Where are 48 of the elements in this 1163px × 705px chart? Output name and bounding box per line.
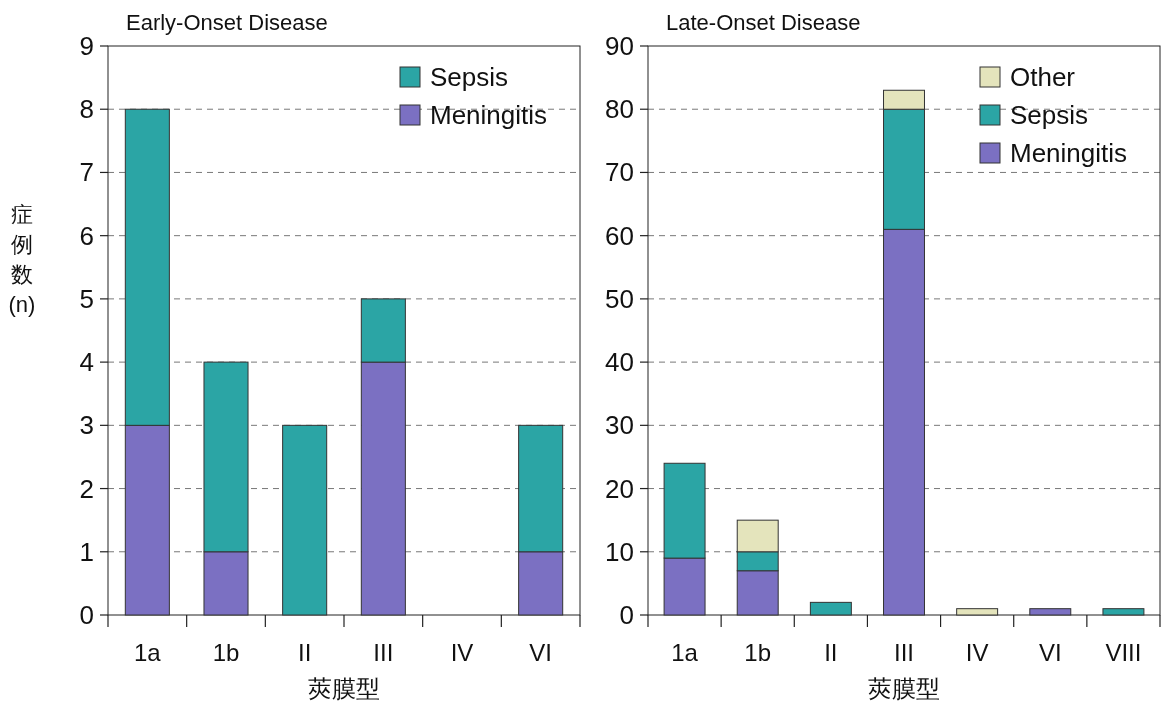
y-tick-label: 40: [605, 347, 634, 378]
y-tick-label: 1: [79, 536, 94, 567]
legend-label: Other: [1010, 62, 1076, 92]
y-tick-label: 0: [619, 600, 634, 630]
x-tick-label: II: [297, 639, 312, 666]
x-tick-label: IV: [965, 639, 989, 666]
y-tick-label: 6: [79, 220, 94, 251]
legend-label: Meningitis: [1010, 138, 1128, 168]
y-tick-label: 9: [79, 31, 94, 61]
legend-label: Meningitis: [430, 100, 548, 130]
y-tick-label: 70: [605, 157, 634, 188]
y-axis-title: 症例数(n): [8, 202, 36, 317]
x-tick-label: II: [824, 639, 838, 666]
y-tick-label: 20: [605, 473, 634, 504]
y-tick-label: 30: [605, 410, 634, 441]
chart-title: Late-Onset Disease: [666, 10, 861, 35]
x-tick-label: VIII: [1105, 639, 1142, 666]
y-tick-label: 5: [79, 283, 94, 314]
y-tick-label: 10: [605, 536, 634, 567]
bar: [1102, 608, 1145, 616]
x-tick-label: VI: [529, 639, 553, 666]
y-tick-label: 90: [605, 31, 634, 61]
y-tick-label: 8: [79, 94, 94, 125]
y-tick-label: 0: [79, 600, 94, 630]
x-axis-title: 莢膜型: [868, 675, 940, 702]
legend-label: Sepsis: [430, 62, 509, 92]
x-tick-label: 1a: [133, 639, 162, 666]
bar: [282, 424, 328, 616]
chart-title: Early-Onset Disease: [126, 10, 328, 35]
y-tick-label: 80: [605, 94, 634, 125]
y-tick-label: 50: [605, 283, 634, 314]
y-tick-label: 7: [79, 157, 94, 188]
y-tick-label: 4: [79, 347, 94, 378]
legend-label: Sepsis: [1010, 100, 1089, 130]
y-tick-label: 60: [605, 220, 634, 251]
bar: [809, 601, 852, 616]
x-tick-label: III: [893, 639, 915, 666]
bar: [956, 608, 999, 616]
y-tick-label: 2: [79, 473, 94, 504]
x-tick-label: IV: [450, 639, 474, 666]
x-tick-label: III: [373, 639, 394, 666]
x-tick-label: 1b: [744, 639, 772, 666]
x-tick-label: 1a: [671, 639, 699, 666]
x-tick-label: 1b: [212, 639, 240, 666]
x-tick-label: VI: [1038, 639, 1062, 666]
y-tick-label: 3: [79, 410, 94, 441]
bar: [1029, 608, 1072, 616]
x-axis-title: 莢膜型: [308, 675, 380, 702]
